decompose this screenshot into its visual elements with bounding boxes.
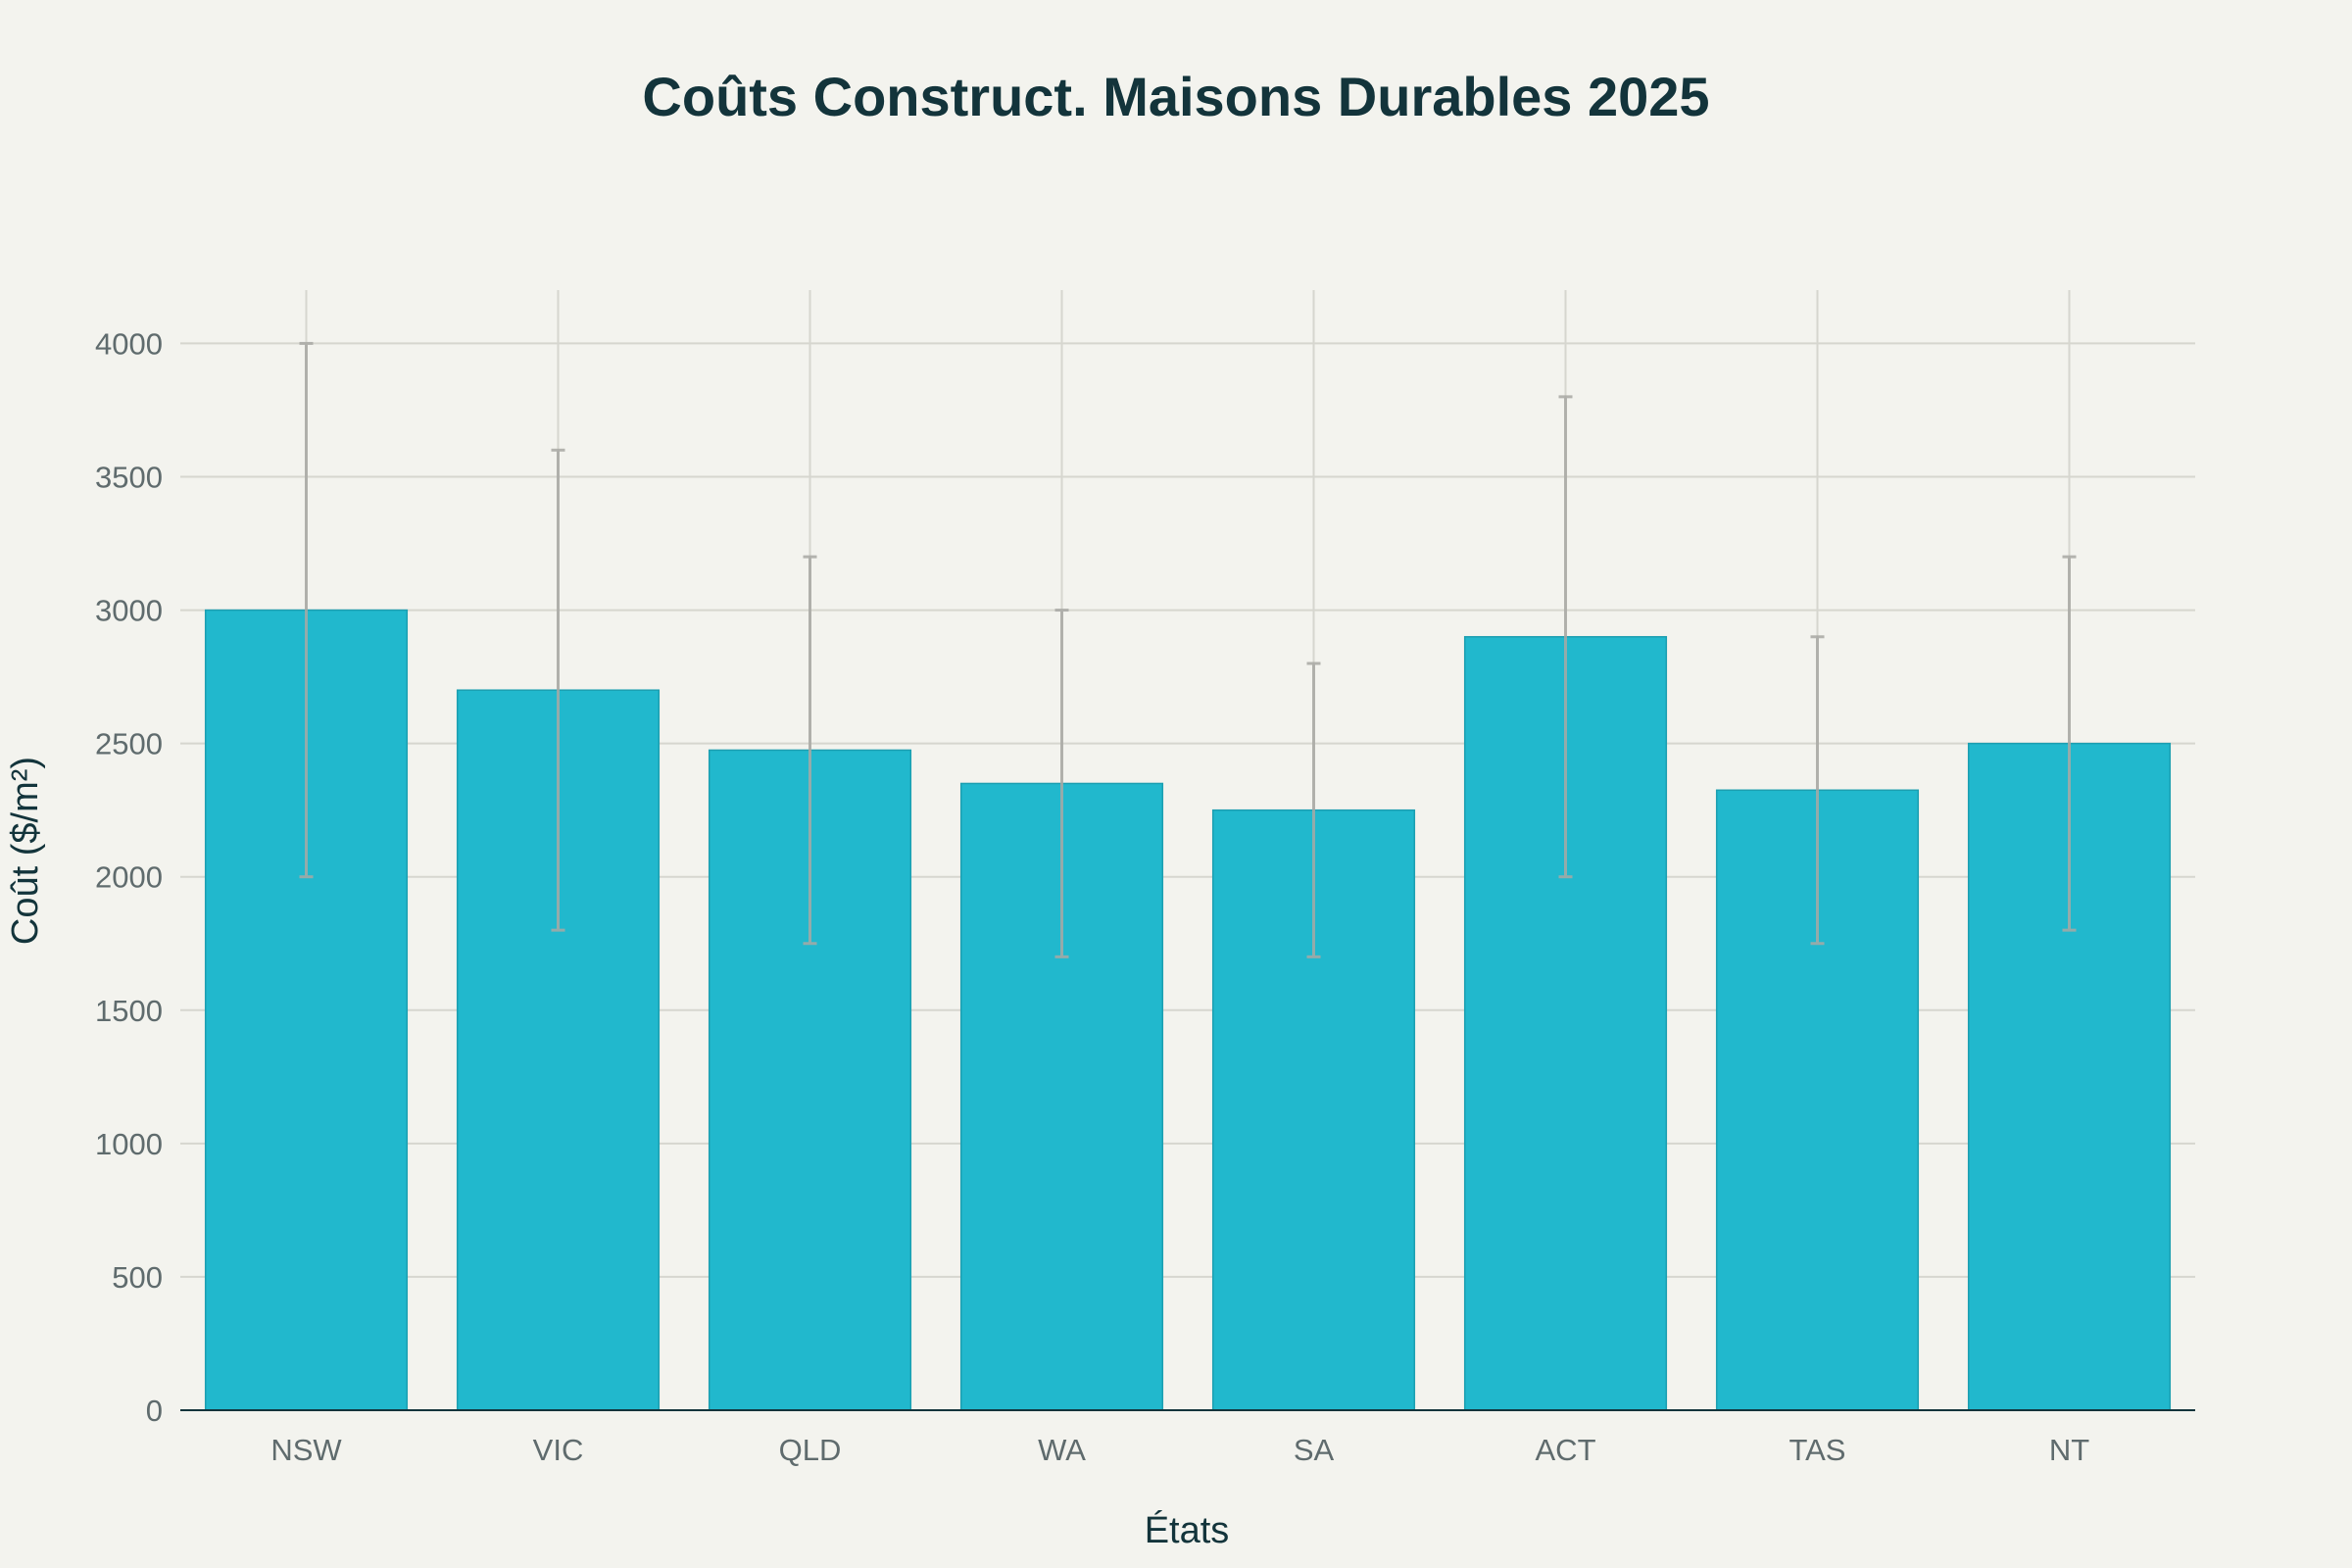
- x-tick-label: SA: [1294, 1433, 1335, 1467]
- chart-title: Coûts Construct. Maisons Durables 2025: [642, 66, 1709, 127]
- y-tick-label: 0: [146, 1394, 163, 1428]
- error-bar-vic: [551, 448, 565, 932]
- y-axis-title: Coût ($/m²): [5, 757, 46, 945]
- x-tick-label: ACT: [1536, 1433, 1596, 1467]
- error-bar-nt: [2062, 555, 2077, 932]
- error-bar-qld: [803, 555, 817, 946]
- x-tick-label: QLD: [779, 1433, 842, 1467]
- x-tick-label: WA: [1038, 1433, 1086, 1467]
- error-bar-nsw: [299, 341, 314, 879]
- y-tick-label: 3000: [95, 594, 163, 628]
- x-tick-label: VIC: [533, 1433, 584, 1467]
- y-tick-label: 500: [112, 1260, 163, 1295]
- error-bar-sa: [1306, 662, 1321, 958]
- error-bar-act: [1558, 395, 1573, 879]
- x-axis-title: États: [1145, 1509, 1230, 1551]
- y-tick-label: 1500: [95, 994, 163, 1028]
- y-tick-label: 3500: [95, 461, 163, 495]
- error-bars: [299, 341, 2077, 958]
- error-bar-tas: [1810, 635, 1825, 946]
- x-tick-label: NT: [2049, 1433, 2089, 1467]
- x-tick-label: NSW: [270, 1433, 342, 1467]
- y-tick-label: 1000: [95, 1127, 163, 1161]
- y-tick-label: 4000: [95, 326, 163, 361]
- y-tick-label: 2500: [95, 727, 163, 761]
- y-tick-label: 2000: [95, 860, 163, 895]
- tick-labels: 0 500 1000 1500 2000 2500 3000 3500 4000 NSW VIC QL…: [95, 326, 2089, 1467]
- x-tick-label: TAS: [1789, 1433, 1846, 1467]
- error-bar-wa: [1054, 609, 1069, 958]
